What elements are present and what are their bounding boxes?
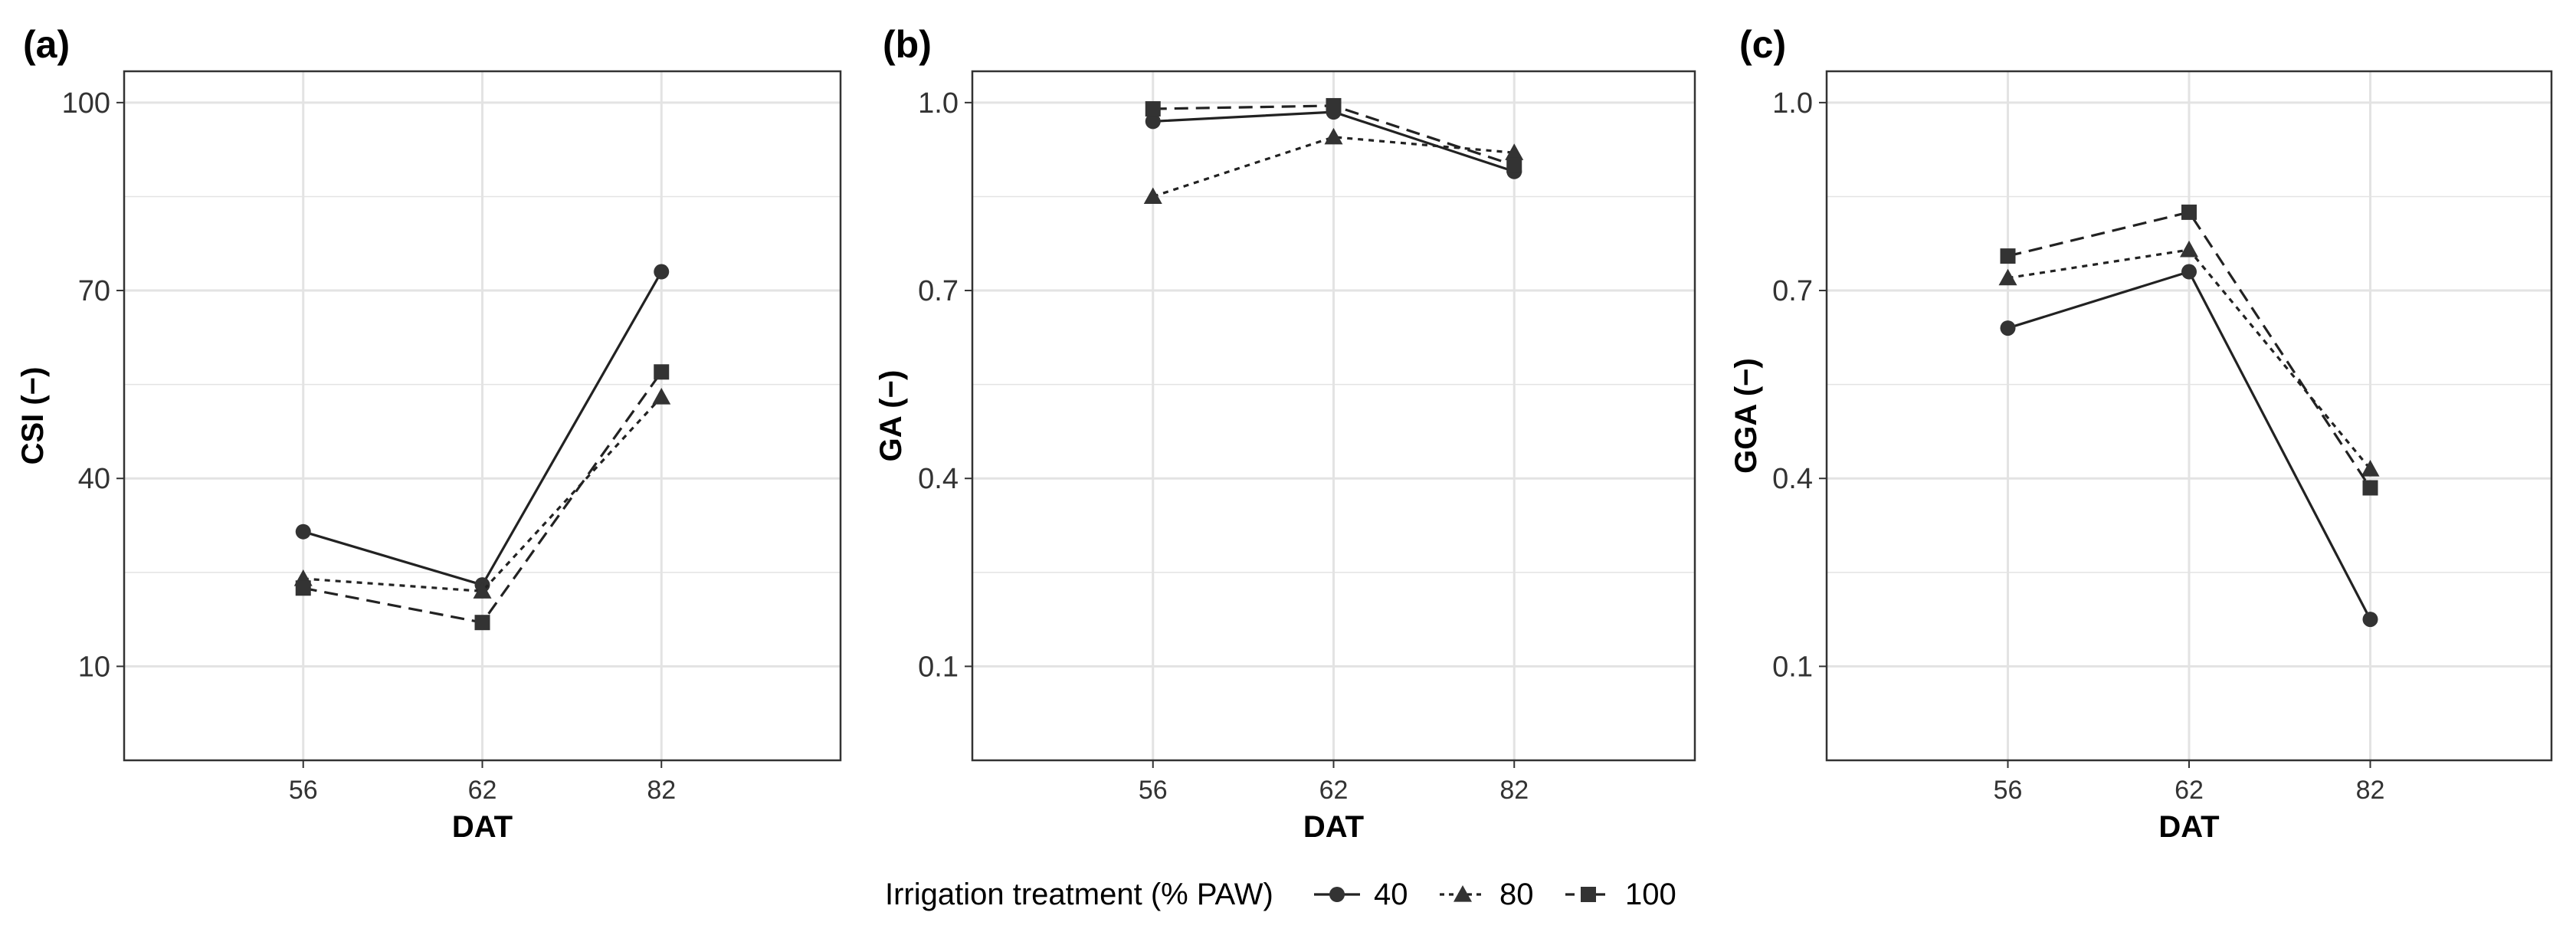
y-tick-label: 40 xyxy=(78,463,110,495)
series-80-point xyxy=(1505,143,1524,160)
legend-label-40: 40 xyxy=(1374,878,1408,911)
series-40-point xyxy=(295,523,311,540)
series-100-point xyxy=(654,364,670,380)
legend-triangle-marker xyxy=(1454,885,1472,902)
y-tick-label: 0.7 xyxy=(918,275,959,307)
series-100-point xyxy=(1326,97,1342,113)
series-40-point xyxy=(2181,264,2197,280)
series-40-point xyxy=(654,264,670,280)
series-80-line xyxy=(303,395,663,592)
x-tick-label: 56 xyxy=(1139,776,1168,805)
legend-key-80 xyxy=(1440,885,1486,902)
x-axis-title: DAT xyxy=(2158,810,2219,844)
series-100-point xyxy=(295,580,311,596)
y-tick-label: 0.4 xyxy=(918,463,959,495)
series-100-point xyxy=(2362,480,2378,496)
y-tick-label: 1.0 xyxy=(1772,87,1813,120)
series-100-point xyxy=(1506,157,1522,173)
x-tick-label: 62 xyxy=(2175,776,2204,805)
y-axis-title: GGA (−) xyxy=(1729,358,1763,474)
y-tick-label: 10 xyxy=(78,651,110,683)
panel-label: (b) xyxy=(883,23,932,66)
y-tick-label: 0.1 xyxy=(1772,651,1813,683)
legend: Irrigation treatment (% PAW) 40 80 100 xyxy=(885,878,1676,911)
x-tick-label: 82 xyxy=(1499,776,1529,805)
panel-3: 0.1 0.4 0.7 1.0 56 62 82 DAT GGA (−) (c) xyxy=(1729,23,2553,844)
series-40-point xyxy=(1145,113,1161,130)
series-80-point xyxy=(2180,240,2198,258)
legend-key-40 xyxy=(1314,887,1360,902)
x-tick-label: 82 xyxy=(2356,776,2385,805)
series-80-point xyxy=(1998,268,2017,286)
panel-2: 0.1 0.4 0.7 1.0 56 62 82 DAT GA (−) (b) xyxy=(874,23,1696,844)
y-tick-label: 0.4 xyxy=(1772,463,1813,495)
series-80-point xyxy=(1143,187,1162,205)
y-axis-title: GA (−) xyxy=(874,370,908,462)
series-80-point xyxy=(2361,459,2380,477)
legend-title: Irrigation treatment (% PAW) xyxy=(885,878,1273,911)
y-axis-title: CSI (−) xyxy=(16,367,50,465)
y-tick-label: 70 xyxy=(78,275,110,307)
x-tick-label: 82 xyxy=(647,776,676,805)
x-tick-label: 56 xyxy=(1994,776,2023,805)
legend-square-marker xyxy=(1581,887,1596,902)
legend-key-100 xyxy=(1565,887,1611,902)
series-100-point xyxy=(474,615,490,631)
legend-label-80: 80 xyxy=(1499,878,1534,911)
y-tick-label: 100 xyxy=(62,87,110,120)
x-tick-label: 62 xyxy=(1319,776,1349,805)
y-tick-label: 1.0 xyxy=(918,87,959,120)
series-100-point xyxy=(1145,101,1161,117)
x-tick-label: 56 xyxy=(289,776,318,805)
legend-circle-marker xyxy=(1329,887,1345,902)
x-axis-title: DAT xyxy=(1303,810,1364,844)
series-80-point xyxy=(473,582,492,599)
legend-label-100: 100 xyxy=(1625,878,1676,911)
x-axis-title: DAT xyxy=(452,810,513,844)
panel-label: (c) xyxy=(1739,23,1786,66)
series-80-point xyxy=(1324,127,1343,145)
series-100-point xyxy=(2000,248,2016,264)
series-100-point xyxy=(2181,204,2197,220)
panel-1: 10 40 70 100 56 62 82 DAT CSI (−) (a) xyxy=(16,23,842,844)
y-tick-label: 0.1 xyxy=(918,651,959,683)
series-40-point xyxy=(2362,612,2378,628)
series-80-point xyxy=(652,387,671,405)
series-40-point xyxy=(2000,320,2016,336)
panel-label: (a) xyxy=(23,23,70,66)
y-tick-label: 0.7 xyxy=(1772,275,1813,307)
x-tick-label: 62 xyxy=(468,776,497,805)
